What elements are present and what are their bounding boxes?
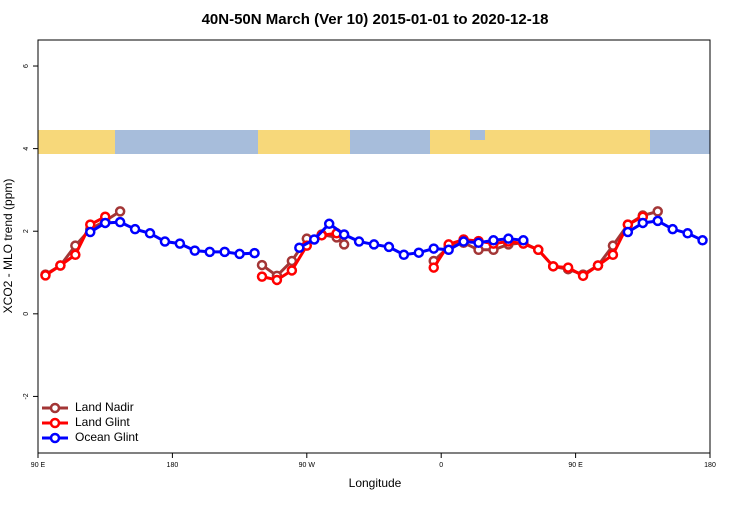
data-point (40, 270, 51, 281)
x-axis-label: Longitude (349, 476, 402, 490)
data-point (114, 216, 126, 228)
data-point (383, 241, 395, 253)
data-point (353, 236, 365, 247)
x-tick-label: 90 E (31, 462, 46, 469)
data-point (368, 239, 380, 250)
data-point (428, 262, 439, 273)
data-point (667, 223, 678, 235)
x-tick-label: 90 W (299, 462, 316, 469)
data-point (652, 206, 663, 217)
data-point (256, 271, 268, 282)
data-point (294, 242, 305, 253)
data-point (697, 235, 708, 246)
data-point (518, 235, 529, 246)
x-tick-label: 180 (704, 462, 716, 469)
land (485, 130, 650, 154)
data-point (458, 236, 469, 247)
data-point (503, 233, 514, 244)
data-point (398, 249, 410, 261)
y-tick-label: 6 (23, 64, 30, 68)
data-point (652, 215, 663, 227)
data-point (129, 223, 141, 235)
y-axis-label: XCO2 - MLO trend (ppm) (1, 179, 15, 314)
data-point (338, 239, 350, 250)
data-point (338, 229, 350, 240)
data-point (219, 246, 230, 258)
data-point (204, 246, 215, 258)
data-point (249, 247, 260, 259)
land (38, 130, 115, 154)
data-point (682, 228, 693, 239)
x-tick-label: 180 (167, 462, 179, 469)
data-point (622, 226, 634, 238)
map-strip (38, 130, 710, 154)
y-tick-label: 4 (23, 147, 30, 151)
land (258, 130, 350, 154)
data-point (637, 217, 649, 229)
data-point (85, 226, 96, 238)
data-point (607, 249, 619, 261)
data-point (114, 206, 126, 217)
data-point (271, 274, 283, 286)
legend-marker (49, 402, 61, 414)
y-tick-label: -2 (23, 393, 30, 399)
data-point (189, 245, 201, 256)
data-point (488, 235, 499, 246)
data-point (562, 262, 574, 273)
y-tick-label: 0 (23, 312, 30, 316)
data-point (286, 265, 298, 276)
chart-title: 40N-50N March (Ver 10) 2015-01-01 to 202… (202, 11, 549, 28)
y-tick-label: 2 (23, 229, 30, 233)
data-point (55, 260, 66, 271)
data-point (99, 217, 111, 229)
legend-label: Ocean Glint (75, 430, 139, 444)
data-point (428, 243, 439, 254)
data-point (547, 261, 559, 272)
data-point (256, 259, 268, 271)
plot-frame (37, 39, 711, 454)
data-point (443, 244, 454, 256)
legend-label: Land Nadir (75, 400, 134, 414)
x-tick-label: 90 E (568, 462, 583, 469)
data-point (70, 249, 81, 261)
x-tick-label: 0 (439, 462, 443, 469)
data-point (413, 247, 425, 258)
land (430, 130, 470, 154)
data-point (533, 244, 544, 256)
data-point (174, 238, 186, 249)
legend-marker (49, 417, 61, 429)
data-point (309, 234, 320, 245)
data-point (159, 236, 171, 247)
data-point (323, 218, 335, 230)
data-point (144, 228, 156, 239)
data-point (577, 270, 589, 282)
data-point (473, 237, 484, 249)
legend-label: Land Glint (75, 415, 130, 429)
data-point (592, 260, 604, 271)
legend-marker (49, 432, 61, 444)
data-point (234, 248, 245, 260)
land (470, 140, 485, 154)
